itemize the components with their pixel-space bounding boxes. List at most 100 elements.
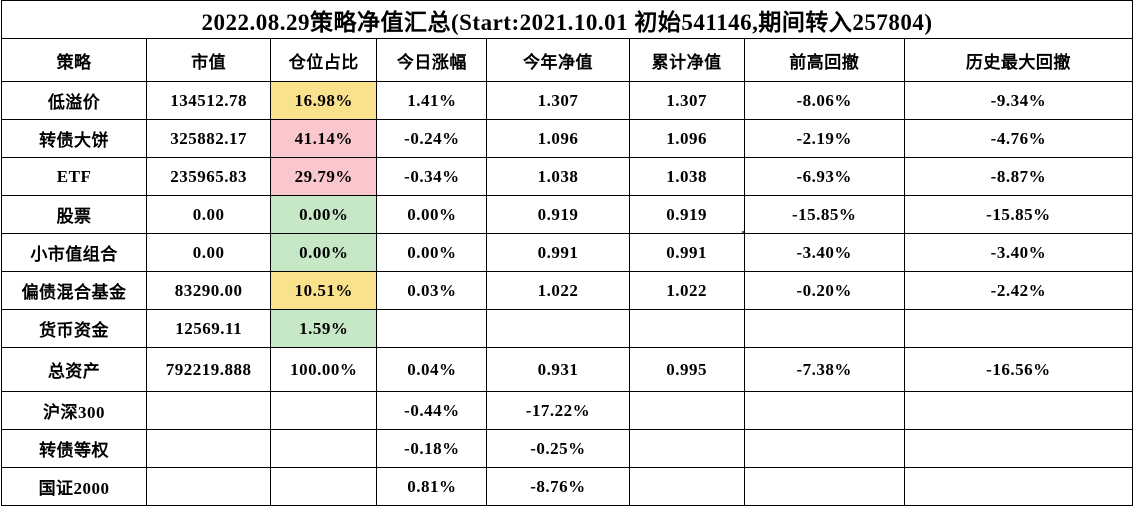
cell-drawdown_from_high[interactable]: -6.93%: [743, 157, 905, 196]
cell-drawdown_from_high[interactable]: -8.06%: [743, 81, 905, 120]
cell-ytd_nav[interactable]: 0.991: [486, 233, 630, 272]
cell-strategy[interactable]: 偏债混合基金: [0, 271, 148, 310]
cell-ytd_nav[interactable]: 0.931: [486, 347, 630, 392]
cell-today_change[interactable]: 0.00%: [376, 195, 488, 234]
cell-ytd_nav[interactable]: 0.919: [486, 195, 630, 234]
cell-strategy[interactable]: 总资产: [0, 347, 148, 392]
column-header-today_change[interactable]: 今日涨幅: [376, 38, 488, 82]
cell-cum_nav[interactable]: [628, 391, 745, 430]
cell-drawdown_from_high[interactable]: [743, 309, 905, 348]
cell-market_value[interactable]: 83290.00: [146, 271, 272, 310]
cell-position_pct[interactable]: 100.00%: [270, 347, 378, 392]
cell-cum_nav[interactable]: 0.995: [628, 347, 745, 392]
cell-drawdown_from_high[interactable]: [743, 391, 905, 430]
table-row: 沪深300 -0.44% -17.22%: [0, 391, 1134, 430]
cell-cum_nav[interactable]: [628, 429, 745, 468]
cell-max_drawdown[interactable]: -3.40%: [903, 233, 1134, 272]
cell-cum_nav[interactable]: [628, 467, 745, 506]
cell-cum_nav[interactable]: 1.022: [628, 271, 745, 310]
cell-today_change[interactable]: -0.24%: [376, 119, 488, 158]
cell-drawdown_from_high[interactable]: -7.38%: [743, 347, 905, 392]
cell-today_change[interactable]: [376, 309, 488, 348]
cell-max_drawdown[interactable]: -4.76%: [903, 119, 1134, 158]
cell-cum_nav[interactable]: 1.096: [628, 119, 745, 158]
cell-max_drawdown[interactable]: -8.87%: [903, 157, 1134, 196]
cell-today_change[interactable]: 0.04%: [376, 347, 488, 392]
column-header-position_pct[interactable]: 仓位占比: [270, 38, 378, 82]
cell-position_pct[interactable]: 16.98%: [270, 81, 378, 120]
column-header-market_value[interactable]: 市值: [146, 38, 272, 82]
cell-ytd_nav[interactable]: 1.038: [486, 157, 630, 196]
cell-cum_nav[interactable]: 0.919: [628, 195, 745, 234]
cell-today_change[interactable]: 0.81%: [376, 467, 488, 506]
sheet-title-cell[interactable]: 2022.08.29策略净值汇总(Start:2021.10.01 初始5411…: [1, 0, 1133, 38]
cell-today_change[interactable]: 0.03%: [376, 271, 488, 310]
cell-ytd_nav[interactable]: 1.022: [486, 271, 630, 310]
cell-strategy[interactable]: 转债等权: [0, 429, 148, 468]
cell-market_value[interactable]: 0.00: [146, 233, 272, 272]
cell-cum_nav[interactable]: 0.991: [628, 233, 745, 272]
cell-market_value[interactable]: 12569.11: [146, 309, 272, 348]
cell-strategy[interactable]: 低溢价: [0, 81, 148, 120]
cell-drawdown_from_high[interactable]: -0.20%: [743, 271, 905, 310]
cell-cum_nav[interactable]: 1.038: [628, 157, 745, 196]
cell-position_pct[interactable]: [270, 391, 378, 430]
cell-market_value[interactable]: [146, 391, 272, 430]
cell-max_drawdown[interactable]: -15.85%: [903, 195, 1134, 234]
cell-position_pct[interactable]: 41.14%: [270, 119, 378, 158]
cell-drawdown_from_high[interactable]: -2.19%: [743, 119, 905, 158]
cell-cum_nav[interactable]: 1.307: [628, 81, 745, 120]
cell-position_pct[interactable]: [270, 467, 378, 506]
cell-market_value[interactable]: 0.00: [146, 195, 272, 234]
cell-market_value[interactable]: [146, 467, 272, 506]
cell-today_change[interactable]: -0.18%: [376, 429, 488, 468]
cell-market_value[interactable]: 235965.83: [146, 157, 272, 196]
cell-cum_nav[interactable]: [628, 309, 745, 348]
cell-drawdown_from_high[interactable]: [743, 429, 905, 468]
cell-position_pct[interactable]: [270, 429, 378, 468]
cell-ytd_nav[interactable]: -8.76%: [486, 467, 630, 506]
cell-max_drawdown[interactable]: -16.56%: [903, 347, 1134, 392]
cell-ytd_nav[interactable]: 1.096: [486, 119, 630, 158]
cell-strategy[interactable]: 货币资金: [0, 309, 148, 348]
column-header-strategy[interactable]: 策略: [0, 38, 148, 82]
column-header-ytd_nav[interactable]: 今年净值: [486, 38, 630, 82]
cell-position_pct[interactable]: 10.51%: [270, 271, 378, 310]
cell-today_change[interactable]: -0.34%: [376, 157, 488, 196]
cell-strategy[interactable]: 沪深300: [0, 391, 148, 430]
cell-max_drawdown[interactable]: -9.34%: [903, 81, 1134, 120]
cell-position_pct[interactable]: 0.00%: [270, 195, 378, 234]
cell-strategy[interactable]: ETF: [0, 157, 148, 196]
cell-position_pct[interactable]: 29.79%: [270, 157, 378, 196]
cell-max_drawdown[interactable]: [903, 429, 1134, 468]
cell-ytd_nav[interactable]: 1.307: [486, 81, 630, 120]
cell-strategy[interactable]: 转债大饼: [0, 119, 148, 158]
cell-strategy[interactable]: 小市值组合: [0, 233, 148, 272]
cell-drawdown_from_high[interactable]: [743, 467, 905, 506]
column-header-cum_nav[interactable]: 累计净值: [628, 38, 745, 82]
cell-market_value[interactable]: [146, 429, 272, 468]
cell-max_drawdown[interactable]: [903, 391, 1134, 430]
cell-today_change[interactable]: 1.41%: [376, 81, 488, 120]
cell-strategy[interactable]: 国证2000: [0, 467, 148, 506]
cell-drawdown_from_high[interactable]: -15.85%: [743, 195, 905, 234]
cell-max_drawdown[interactable]: [903, 467, 1134, 506]
cell-today_change[interactable]: 0.00%: [376, 233, 488, 272]
column-header-drawdown_from_high[interactable]: 前高回撤: [743, 38, 905, 82]
cell-max_drawdown[interactable]: -2.42%: [903, 271, 1134, 310]
cell-market_value[interactable]: 134512.78: [146, 81, 272, 120]
cell-position_pct[interactable]: 0.00%: [270, 233, 378, 272]
cell-ytd_nav[interactable]: -17.22%: [486, 391, 630, 430]
cell-drawdown_from_high[interactable]: -3.40%: [743, 233, 905, 272]
cell-strategy[interactable]: 股票: [0, 195, 148, 234]
cell-market_value[interactable]: 325882.17: [146, 119, 272, 158]
cell-market_value[interactable]: 792219.888: [146, 347, 272, 392]
cell-today_change[interactable]: -0.44%: [376, 391, 488, 430]
column-header-max_drawdown[interactable]: 历史最大回撤: [903, 38, 1134, 82]
fill-handle[interactable]: [740, 230, 744, 233]
cell-ytd_nav[interactable]: [486, 309, 630, 348]
cell-ytd_nav[interactable]: -0.25%: [486, 429, 630, 468]
cell-max_drawdown[interactable]: [903, 309, 1134, 348]
cell-position_pct[interactable]: 1.59%: [270, 309, 378, 348]
